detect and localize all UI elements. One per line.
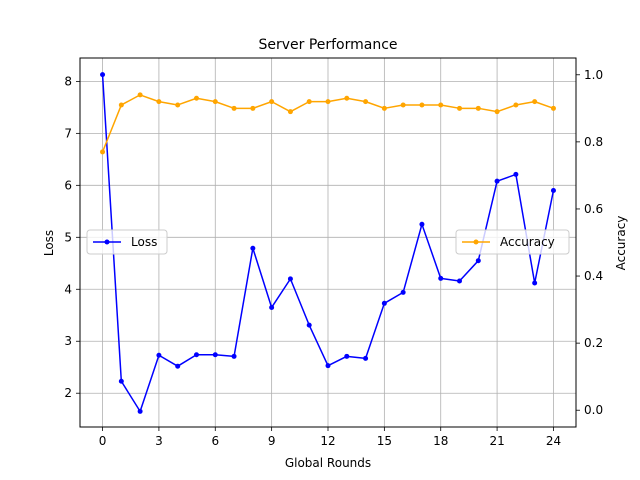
loss-point bbox=[363, 355, 369, 361]
y-right-tick-label: 1.0 bbox=[584, 68, 603, 82]
chart-title: Server Performance bbox=[258, 37, 397, 53]
loss-point bbox=[419, 221, 425, 227]
accuracy-point bbox=[457, 105, 463, 111]
accuracy-point bbox=[175, 102, 181, 108]
loss-point bbox=[532, 280, 538, 286]
loss-point bbox=[306, 322, 312, 328]
loss-point bbox=[269, 304, 275, 310]
accuracy-point bbox=[250, 105, 256, 111]
legend-marker bbox=[473, 239, 479, 245]
accuracy-point bbox=[400, 102, 406, 108]
accuracy-point bbox=[100, 149, 106, 155]
accuracy-point bbox=[363, 99, 369, 105]
accuracy-point bbox=[381, 105, 387, 111]
loss-point bbox=[175, 363, 181, 369]
y-right-tick-label: 0.4 bbox=[584, 269, 603, 283]
loss-point bbox=[400, 289, 406, 295]
accuracy-point bbox=[438, 102, 444, 108]
y-left-tick-label: 4 bbox=[64, 282, 72, 296]
x-tick-label: 0 bbox=[99, 434, 107, 448]
y-left-tick-label: 2 bbox=[64, 386, 72, 400]
grid bbox=[80, 58, 576, 427]
y-axis-label-right: Accuracy bbox=[614, 216, 628, 271]
loss-point bbox=[231, 353, 237, 359]
accuracy-point bbox=[287, 109, 293, 115]
loss-point bbox=[325, 363, 331, 369]
y-left-tick-label: 7 bbox=[64, 126, 72, 140]
x-tick-label: 6 bbox=[211, 434, 219, 448]
accuracy-point bbox=[193, 95, 199, 101]
loss-point bbox=[381, 300, 387, 306]
legend-box bbox=[455, 229, 570, 255]
loss-point bbox=[287, 276, 293, 282]
accuracy-legend: Accuracy bbox=[455, 229, 570, 255]
legend-label: Loss bbox=[131, 235, 157, 249]
accuracy-point bbox=[513, 102, 519, 108]
loss-point bbox=[475, 258, 481, 264]
legend-layer: Loss Accuracy bbox=[86, 229, 570, 255]
y-right-tick-label: 0.8 bbox=[584, 135, 603, 149]
accuracy-point bbox=[118, 102, 124, 108]
y-right-tick-label: 0.0 bbox=[584, 403, 603, 417]
accuracy-point bbox=[550, 105, 556, 111]
loss-point bbox=[118, 378, 124, 384]
accuracy-point bbox=[269, 99, 275, 105]
loss-point bbox=[250, 245, 256, 251]
y-left-tick-label: 6 bbox=[64, 178, 72, 192]
loss-point bbox=[193, 352, 199, 358]
legend-box bbox=[86, 229, 168, 255]
y-right-tick-label: 0.6 bbox=[584, 202, 603, 216]
ticks-layer: 0 3 6 9 12 15 18 21 24 2 3 4 5 6 7 8 0.0 0.2 0.4 0.6 0.8 1.0 bbox=[64, 68, 603, 448]
loss-point bbox=[156, 352, 162, 358]
accuracy-point bbox=[156, 99, 162, 105]
legend-marker bbox=[104, 239, 110, 245]
accuracy-point bbox=[532, 99, 538, 105]
loss-point bbox=[137, 408, 143, 414]
y-axis-label-left: Loss bbox=[42, 230, 56, 256]
loss-legend: Loss bbox=[86, 229, 168, 255]
accuracy-point bbox=[325, 99, 331, 105]
loss-point bbox=[494, 178, 500, 184]
legend-label: Accuracy bbox=[500, 235, 555, 249]
accuracy-point bbox=[344, 95, 350, 101]
accuracy-point bbox=[137, 92, 143, 98]
accuracy-point bbox=[475, 105, 481, 111]
loss-point bbox=[550, 188, 556, 194]
y-right-tick-label: 0.2 bbox=[584, 336, 603, 350]
x-tick-label: 24 bbox=[546, 434, 561, 448]
series-layer bbox=[100, 72, 556, 414]
x-tick-label: 18 bbox=[433, 434, 448, 448]
y-left-tick-label: 3 bbox=[64, 334, 72, 348]
x-tick-label: 9 bbox=[268, 434, 276, 448]
accuracy-point bbox=[494, 109, 500, 115]
x-tick-label: 12 bbox=[320, 434, 335, 448]
loss-point bbox=[513, 171, 519, 177]
x-tick-label: 3 bbox=[155, 434, 163, 448]
loss-point bbox=[438, 275, 444, 281]
accuracy-point bbox=[419, 102, 425, 108]
loss-point bbox=[457, 278, 463, 284]
accuracy-point bbox=[212, 99, 218, 105]
x-axis-label: Global Rounds bbox=[285, 456, 371, 470]
loss-point bbox=[100, 72, 106, 78]
x-tick-label: 21 bbox=[489, 434, 504, 448]
y-left-tick-label: 5 bbox=[64, 230, 72, 244]
x-tick-label: 15 bbox=[377, 434, 392, 448]
y-left-tick-label: 8 bbox=[64, 74, 72, 88]
accuracy-point bbox=[231, 105, 237, 111]
loss-point bbox=[212, 352, 218, 358]
accuracy-point bbox=[306, 99, 312, 105]
loss-point bbox=[344, 353, 350, 359]
